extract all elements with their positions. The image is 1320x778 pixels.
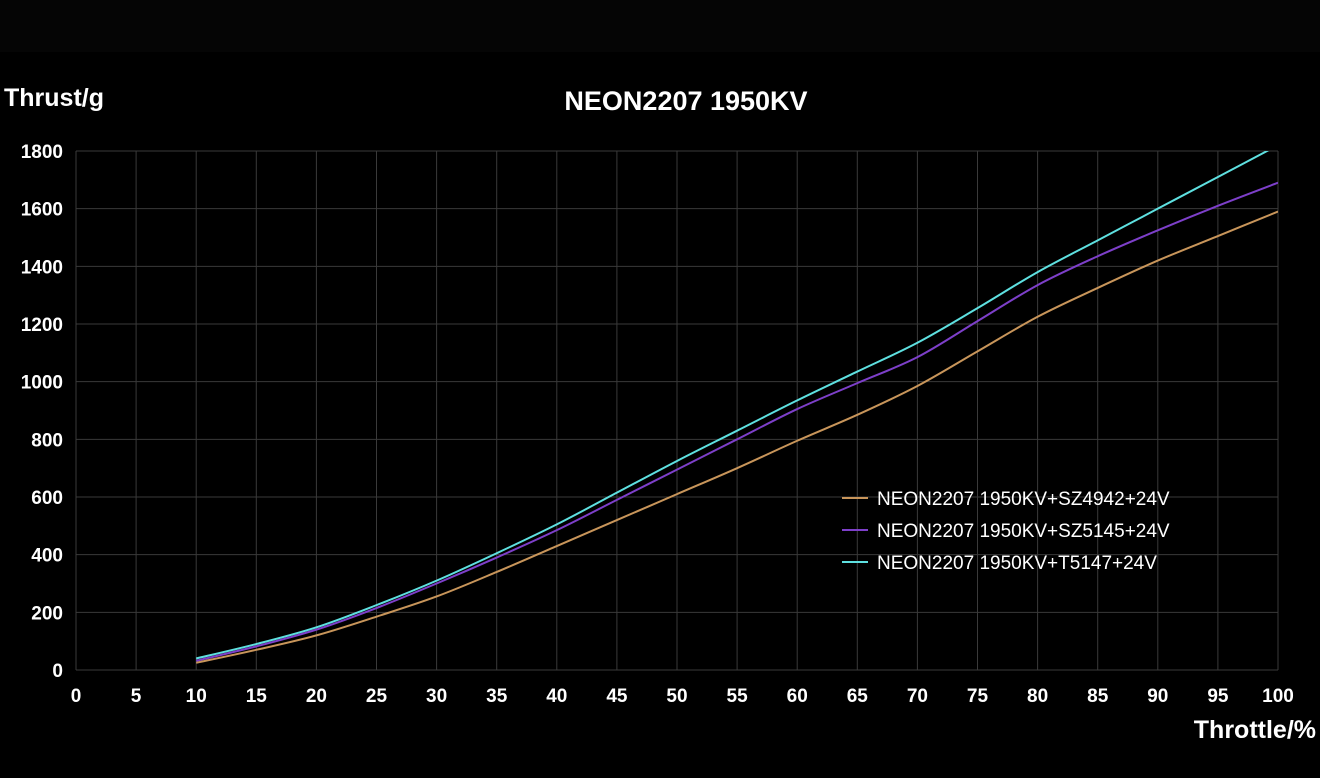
x-tick-label: 45 xyxy=(606,686,628,707)
series-lines xyxy=(195,151,1278,664)
legend-label-1: NEON2207 1950KV+SZ4942+24V xyxy=(877,489,1170,510)
legend-label-3: NEON2207 1950KV+T5147+24V xyxy=(877,553,1157,574)
x-tick-label: 70 xyxy=(907,686,928,707)
chart-title: NEON2207 1950KV xyxy=(564,86,807,116)
x-tick-label: 80 xyxy=(1027,686,1048,707)
x-tick-label: 15 xyxy=(246,686,268,707)
x-tick-label: 95 xyxy=(1207,686,1229,707)
top-band xyxy=(0,0,1320,52)
x-tick-label: 60 xyxy=(787,686,808,707)
y-axis-label: Thrust/g xyxy=(4,84,104,112)
series-line-1 xyxy=(195,210,1278,664)
y-tick-label: 1600 xyxy=(21,200,63,221)
x-tick-label: 90 xyxy=(1147,686,1168,707)
x-tick-label: 0 xyxy=(71,686,82,707)
y-tick-label: 400 xyxy=(31,546,63,567)
x-tick-label: 30 xyxy=(426,686,447,707)
x-tick-label: 35 xyxy=(486,686,508,707)
x-tick-label: 100 xyxy=(1262,686,1294,707)
y-tick-label: 600 xyxy=(31,488,63,509)
x-tick-label: 40 xyxy=(546,686,567,707)
y-tick-label: 1800 xyxy=(21,142,63,163)
series-line-3 xyxy=(195,151,1270,660)
y-tick-label: 1200 xyxy=(21,315,63,336)
x-tick-label: 85 xyxy=(1087,686,1109,707)
x-tick-label: 25 xyxy=(366,686,388,707)
y-tick-label: 0 xyxy=(52,661,63,682)
x-tick-label: 50 xyxy=(666,686,687,707)
x-tick-label: 20 xyxy=(306,686,327,707)
x-tick-label: 65 xyxy=(847,686,869,707)
x-tick-label: 75 xyxy=(967,686,989,707)
x-axis-label: Throttle/% xyxy=(1194,716,1316,744)
legend-label-2: NEON2207 1950KV+SZ5145+24V xyxy=(877,521,1170,542)
series-line-2 xyxy=(195,181,1278,662)
x-tick-label: 5 xyxy=(131,686,142,707)
x-tick-label: 55 xyxy=(727,686,749,707)
y-tick-label: 200 xyxy=(31,603,63,624)
y-tick-label: 1400 xyxy=(21,257,63,278)
legend: NEON2207 1950KV+SZ4942+24V NEON2207 1950K… xyxy=(842,489,1170,574)
grid xyxy=(75,150,1279,671)
tick-labels: 0 5 10 15 20 25 30 35 40 45 50 55 60 65 70 75 80 85 90 95 10… xyxy=(21,142,1294,707)
x-tick-label: 10 xyxy=(186,686,207,707)
y-tick-label: 1000 xyxy=(21,373,63,394)
y-tick-label: 800 xyxy=(31,430,63,451)
